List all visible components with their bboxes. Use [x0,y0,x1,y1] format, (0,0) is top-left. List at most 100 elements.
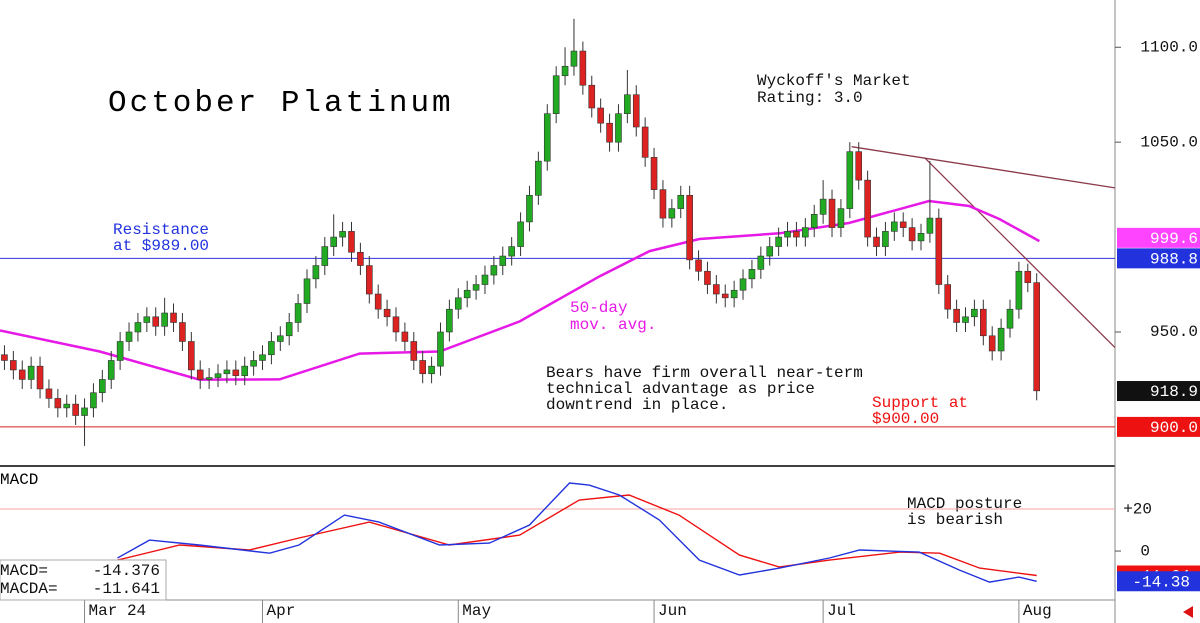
candle-body [757,255,765,270]
readout-label: MACD= [0,562,48,580]
candle-body [953,308,960,323]
price-tag [1117,416,1200,437]
candle-body [686,195,693,261]
candle-body [63,403,71,409]
y-tick-label: 0 [1140,542,1150,560]
candle-body [285,322,293,337]
readout-label: MACDA= [0,580,58,598]
readout-box [0,559,167,601]
candle-body [1024,270,1032,283]
candle-body [170,312,177,323]
candle-body [552,75,560,115]
candle-body [508,246,515,257]
candle-body [730,289,738,299]
candle-body [677,195,685,209]
note-line: Support at [872,394,968,412]
candle-body [10,360,17,371]
price-tag-label: 900.0 [1150,419,1198,437]
candle-body [926,217,934,234]
candle-body [188,341,195,371]
note-line: downtrend in place. [546,396,728,414]
candle-body [419,360,426,375]
candle-body [330,236,337,247]
x-tick-label: Jun [658,602,687,620]
candle-body [481,274,489,285]
candle-body [45,388,53,399]
candle-body [810,214,818,228]
candle-body [383,308,391,318]
candle-body [241,365,249,376]
candle-body [259,354,266,361]
candle-body [802,227,809,238]
candle-body [962,316,969,323]
candle-body [107,360,115,380]
candle-body [704,270,711,285]
note-line: is bearish [907,511,1003,529]
candle-body [579,50,587,86]
candle-body [392,316,400,333]
note-line: Bears have firm overall near-term [546,364,863,382]
candle-body [828,198,836,228]
macd-line [117,482,1037,583]
candle-body [463,289,471,299]
candle-body [99,379,106,394]
candle-body [615,113,622,143]
note-line: $900.00 [872,410,939,428]
candle-body [446,308,453,333]
candle-body [561,65,569,77]
x-tick-label: Mar 24 [89,602,147,620]
candle-body [837,208,845,228]
candle-body [606,122,613,143]
candle-body [303,278,311,304]
candle-body [917,232,925,242]
note-line: mov. avg. [570,316,656,334]
candle-body [1015,270,1023,310]
macd-tag [1117,571,1200,592]
candle-body [143,316,151,323]
candle-body [944,284,952,310]
candle-body [223,369,231,375]
candle-body [152,316,160,327]
candle-body [659,189,667,219]
ma-note: 50-day mov. avg. [570,299,656,334]
note-line: 50-day [570,299,628,317]
candle-body [294,303,302,323]
candle-body [72,403,79,416]
candle-body [321,246,329,266]
rating-note: Wyckoff's Market Rating: 3.0 [757,72,920,107]
y-tick-label: 1050.0 [1140,133,1198,151]
candle-body [196,369,204,380]
candle-body [437,331,444,367]
moving-average [0,199,1041,381]
candle-body [543,113,551,162]
candle-body [668,208,676,219]
candle-body [899,221,907,228]
candle-body [365,265,373,295]
candle-body [428,365,435,375]
candle-body [873,236,880,247]
candle-body [641,126,649,158]
note-line: technical advantage as price [546,380,815,398]
support-note: Support at $900.00 [872,394,978,428]
candle-body [570,50,578,67]
candle-body [971,308,978,318]
x-tick-label: May [462,602,491,620]
candle-body [312,265,320,280]
resistance-note: Resistance at $989.00 [113,221,219,255]
price-tag-label: 999.6 [1150,230,1198,248]
candle-body [179,322,186,342]
candle-body [748,269,756,280]
candle-body [36,365,44,390]
note-line: Rating: 3.0 [757,89,863,107]
candle-body [935,217,943,285]
candle-body [650,157,658,190]
candle-body [1006,308,1014,329]
candle-body [116,341,124,361]
candle-body [766,246,774,257]
candle-body [250,360,257,367]
candle-body [517,221,524,247]
candle-body [882,231,889,247]
candle-body [499,255,507,266]
